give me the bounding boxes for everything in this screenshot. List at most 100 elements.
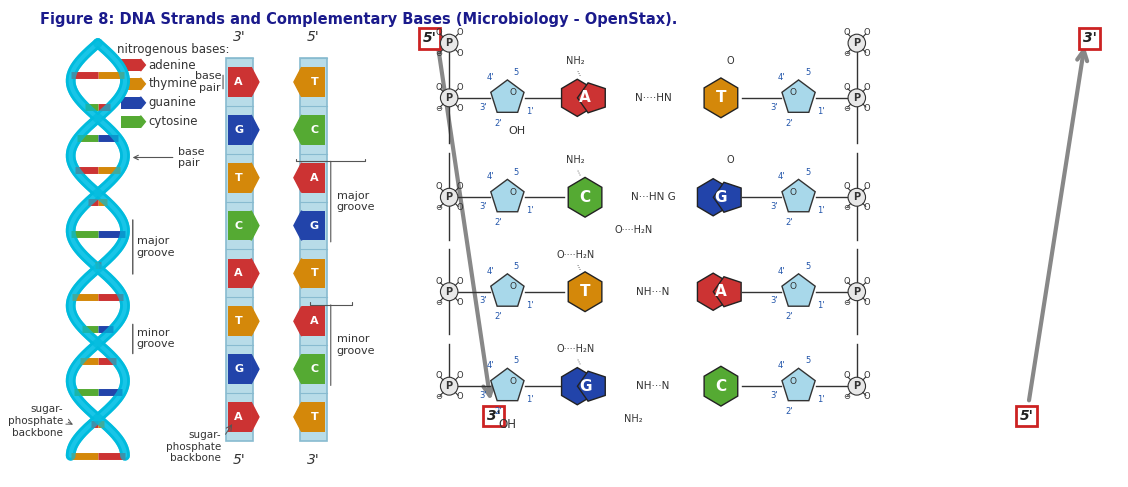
Text: O: O <box>844 28 849 37</box>
Text: O: O <box>435 277 442 286</box>
Text: ⊖: ⊖ <box>843 298 851 307</box>
Text: O: O <box>456 182 462 191</box>
Text: 2': 2' <box>786 313 793 321</box>
Text: 3': 3' <box>770 297 777 305</box>
Circle shape <box>440 377 458 395</box>
Bar <box>301 67 325 97</box>
FancyBboxPatch shape <box>121 97 141 109</box>
Text: nitrogenous bases:: nitrogenous bases: <box>117 43 230 56</box>
Circle shape <box>848 89 865 107</box>
Text: 2': 2' <box>495 218 502 227</box>
Text: O: O <box>790 282 796 291</box>
Text: O: O <box>864 182 871 191</box>
Text: 5': 5' <box>423 31 437 45</box>
Text: T: T <box>235 316 243 326</box>
Text: G: G <box>233 125 244 135</box>
Polygon shape <box>252 67 259 97</box>
Bar <box>228 306 252 336</box>
Text: 3': 3' <box>233 30 246 44</box>
Polygon shape <box>141 78 146 90</box>
Polygon shape <box>141 116 146 128</box>
Polygon shape <box>294 259 301 288</box>
Polygon shape <box>141 97 146 109</box>
Text: adenine: adenine <box>148 58 196 72</box>
Text: minor
groove: minor groove <box>136 328 175 349</box>
Text: G: G <box>310 221 319 230</box>
Bar <box>300 58 327 441</box>
Text: C: C <box>235 221 243 230</box>
Text: P: P <box>853 38 861 48</box>
Polygon shape <box>491 274 525 306</box>
Text: C: C <box>310 364 318 374</box>
Text: 3': 3' <box>770 202 777 211</box>
Text: ⊖: ⊖ <box>843 392 851 401</box>
FancyBboxPatch shape <box>121 78 141 90</box>
Text: G: G <box>715 190 728 205</box>
Text: P: P <box>446 93 452 103</box>
Bar <box>228 402 252 432</box>
Bar <box>228 163 252 192</box>
Text: OH: OH <box>499 418 517 431</box>
Polygon shape <box>578 83 606 113</box>
Circle shape <box>440 188 458 206</box>
Bar <box>228 115 252 145</box>
Circle shape <box>848 283 865 300</box>
Text: A: A <box>310 316 318 326</box>
Polygon shape <box>562 79 593 116</box>
Text: sugar-
phosphate
backbone: sugar- phosphate backbone <box>166 430 221 463</box>
Text: O: O <box>726 155 734 166</box>
Bar <box>301 354 325 384</box>
Text: 1': 1' <box>818 395 825 404</box>
Text: O: O <box>456 203 462 212</box>
Text: O: O <box>864 49 871 58</box>
Text: O: O <box>456 104 462 113</box>
Text: P: P <box>446 287 452 297</box>
Text: O: O <box>510 377 517 386</box>
Polygon shape <box>782 80 816 112</box>
Text: NH₂: NH₂ <box>566 155 584 166</box>
Bar <box>228 259 252 288</box>
Text: base
pair: base pair <box>134 147 205 169</box>
Polygon shape <box>252 163 259 192</box>
Text: 3': 3' <box>479 297 486 305</box>
Text: 4': 4' <box>778 172 785 181</box>
Text: T: T <box>310 412 318 422</box>
Text: 1': 1' <box>818 107 825 116</box>
Text: 1': 1' <box>527 395 534 404</box>
Text: O: O <box>864 371 871 380</box>
Text: O: O <box>864 83 871 92</box>
Text: T: T <box>235 173 243 183</box>
Text: C: C <box>580 190 591 205</box>
Polygon shape <box>491 179 525 212</box>
Text: guanine: guanine <box>148 96 196 109</box>
Text: O: O <box>456 49 462 58</box>
Circle shape <box>440 34 458 52</box>
Text: O····H₂N: O····H₂N <box>556 250 594 260</box>
Text: 2': 2' <box>786 118 793 128</box>
Text: A: A <box>579 90 591 105</box>
Bar <box>301 115 325 145</box>
Text: T: T <box>580 284 590 299</box>
Bar <box>228 354 252 384</box>
Text: ⊖: ⊖ <box>435 203 442 212</box>
FancyBboxPatch shape <box>121 116 141 128</box>
Text: 1': 1' <box>527 107 534 116</box>
Polygon shape <box>252 211 259 241</box>
Bar <box>301 306 325 336</box>
Bar <box>301 259 325 288</box>
Text: O: O <box>456 28 462 37</box>
Text: O: O <box>435 28 442 37</box>
Text: O: O <box>864 298 871 307</box>
Text: O: O <box>726 56 734 66</box>
Polygon shape <box>491 368 525 401</box>
Text: P: P <box>853 381 861 391</box>
Text: ⊖: ⊖ <box>435 298 442 307</box>
Text: G: G <box>233 364 244 374</box>
Text: O: O <box>864 28 871 37</box>
Polygon shape <box>294 402 301 432</box>
Text: P: P <box>446 381 452 391</box>
Text: OH: OH <box>509 126 526 136</box>
Text: 4': 4' <box>778 267 785 276</box>
Text: ⊖: ⊖ <box>843 49 851 58</box>
Polygon shape <box>141 59 146 71</box>
